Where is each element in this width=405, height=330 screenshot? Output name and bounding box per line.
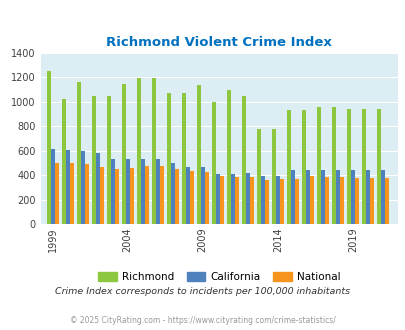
Bar [241, 96, 245, 224]
Bar [200, 167, 204, 224]
Bar [275, 176, 279, 224]
Legend: Richmond, California, National: Richmond, California, National [94, 267, 344, 286]
Bar [151, 78, 155, 224]
Bar [99, 167, 103, 224]
Bar [324, 177, 328, 224]
Bar [140, 159, 144, 224]
Bar [114, 169, 118, 224]
Bar [309, 176, 313, 224]
Bar [376, 109, 380, 224]
Bar [189, 171, 193, 224]
Bar [316, 107, 320, 224]
Title: Richmond Violent Crime Index: Richmond Violent Crime Index [106, 36, 331, 49]
Bar [245, 173, 249, 224]
Text: Crime Index corresponds to incidents per 100,000 inhabitants: Crime Index corresponds to incidents per… [55, 287, 350, 296]
Bar [110, 159, 114, 224]
Bar [181, 93, 185, 224]
Bar [354, 178, 358, 224]
Bar [47, 71, 51, 224]
Bar [51, 148, 55, 224]
Bar [174, 170, 178, 224]
Bar [234, 177, 238, 224]
Bar [230, 174, 234, 224]
Bar [271, 129, 275, 224]
Bar [305, 170, 309, 224]
Bar [249, 177, 253, 224]
Bar [155, 159, 159, 224]
Bar [286, 111, 290, 224]
Bar [339, 178, 343, 224]
Bar [77, 82, 81, 224]
Bar [85, 164, 89, 224]
Bar [365, 171, 369, 224]
Bar [159, 166, 163, 224]
Bar [211, 102, 215, 224]
Bar [55, 162, 59, 224]
Bar [320, 170, 324, 224]
Bar [369, 178, 373, 224]
Bar [384, 178, 388, 224]
Bar [294, 179, 298, 224]
Bar [331, 107, 335, 224]
Bar [346, 109, 350, 224]
Bar [66, 150, 70, 224]
Bar [204, 172, 208, 224]
Bar [350, 171, 354, 224]
Bar [92, 96, 96, 224]
Bar [279, 179, 283, 224]
Bar [96, 153, 99, 224]
Bar [290, 171, 294, 224]
Bar [260, 176, 264, 224]
Bar [226, 90, 230, 224]
Bar [166, 93, 170, 224]
Bar [301, 111, 305, 224]
Bar [219, 176, 223, 224]
Bar [361, 109, 365, 224]
Bar [380, 171, 384, 224]
Bar [81, 151, 85, 224]
Bar [129, 168, 133, 224]
Bar [62, 99, 66, 224]
Bar [121, 84, 125, 224]
Bar [264, 180, 268, 224]
Bar [335, 171, 339, 224]
Bar [215, 174, 219, 224]
Bar [170, 162, 174, 224]
Text: © 2025 CityRating.com - https://www.cityrating.com/crime-statistics/: © 2025 CityRating.com - https://www.city… [70, 316, 335, 325]
Bar [256, 129, 260, 224]
Bar [107, 96, 110, 224]
Bar [196, 85, 200, 224]
Bar [136, 78, 140, 224]
Bar [125, 159, 129, 224]
Bar [70, 162, 74, 224]
Bar [144, 166, 148, 224]
Bar [185, 167, 189, 224]
